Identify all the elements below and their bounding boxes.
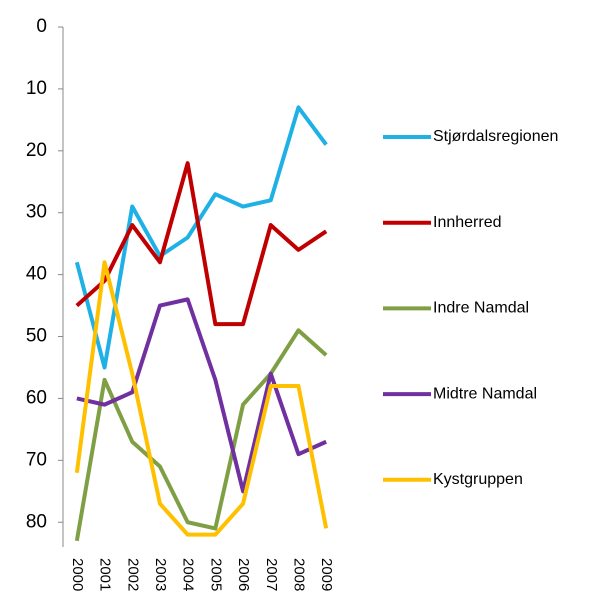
x-tick-label: 2004 — [180, 558, 197, 591]
x-tick-label: 2002 — [124, 558, 141, 591]
y-tick-label: 40 — [26, 264, 47, 285]
legend-label: Stjørdalsregionen — [433, 128, 558, 145]
y-tick-label: 60 — [26, 387, 47, 408]
x-tick-label: 2003 — [152, 558, 169, 591]
legend-label: Midtre Namdal — [433, 385, 537, 402]
legend-label: Kystgruppen — [433, 471, 523, 488]
series-line — [74, 105, 328, 370]
x-tick-label: 2009 — [318, 558, 335, 591]
x-tick-label: 2005 — [207, 558, 224, 591]
x-tick-label: 2001 — [97, 558, 114, 591]
y-tick-label: 70 — [26, 449, 47, 470]
legend-label: Indre Namdal — [433, 300, 529, 317]
x-tick-label: 2008 — [290, 558, 307, 591]
y-tick-label: 20 — [26, 140, 47, 161]
y-tick-label: 30 — [26, 202, 47, 223]
legend-label: Innherred — [433, 214, 502, 231]
series-line — [74, 260, 329, 537]
y-tick-label: 80 — [26, 511, 47, 532]
series-line — [76, 297, 327, 494]
y-tick-label: 10 — [26, 78, 47, 99]
x-tick-label: 2007 — [263, 558, 280, 591]
series-line — [74, 328, 328, 542]
x-tick-label: 2000 — [69, 558, 86, 591]
series-line — [75, 161, 328, 327]
y-tick-label: 0 — [36, 16, 47, 37]
x-tick-label: 2006 — [235, 558, 252, 591]
y-tick-label: 50 — [26, 326, 47, 347]
